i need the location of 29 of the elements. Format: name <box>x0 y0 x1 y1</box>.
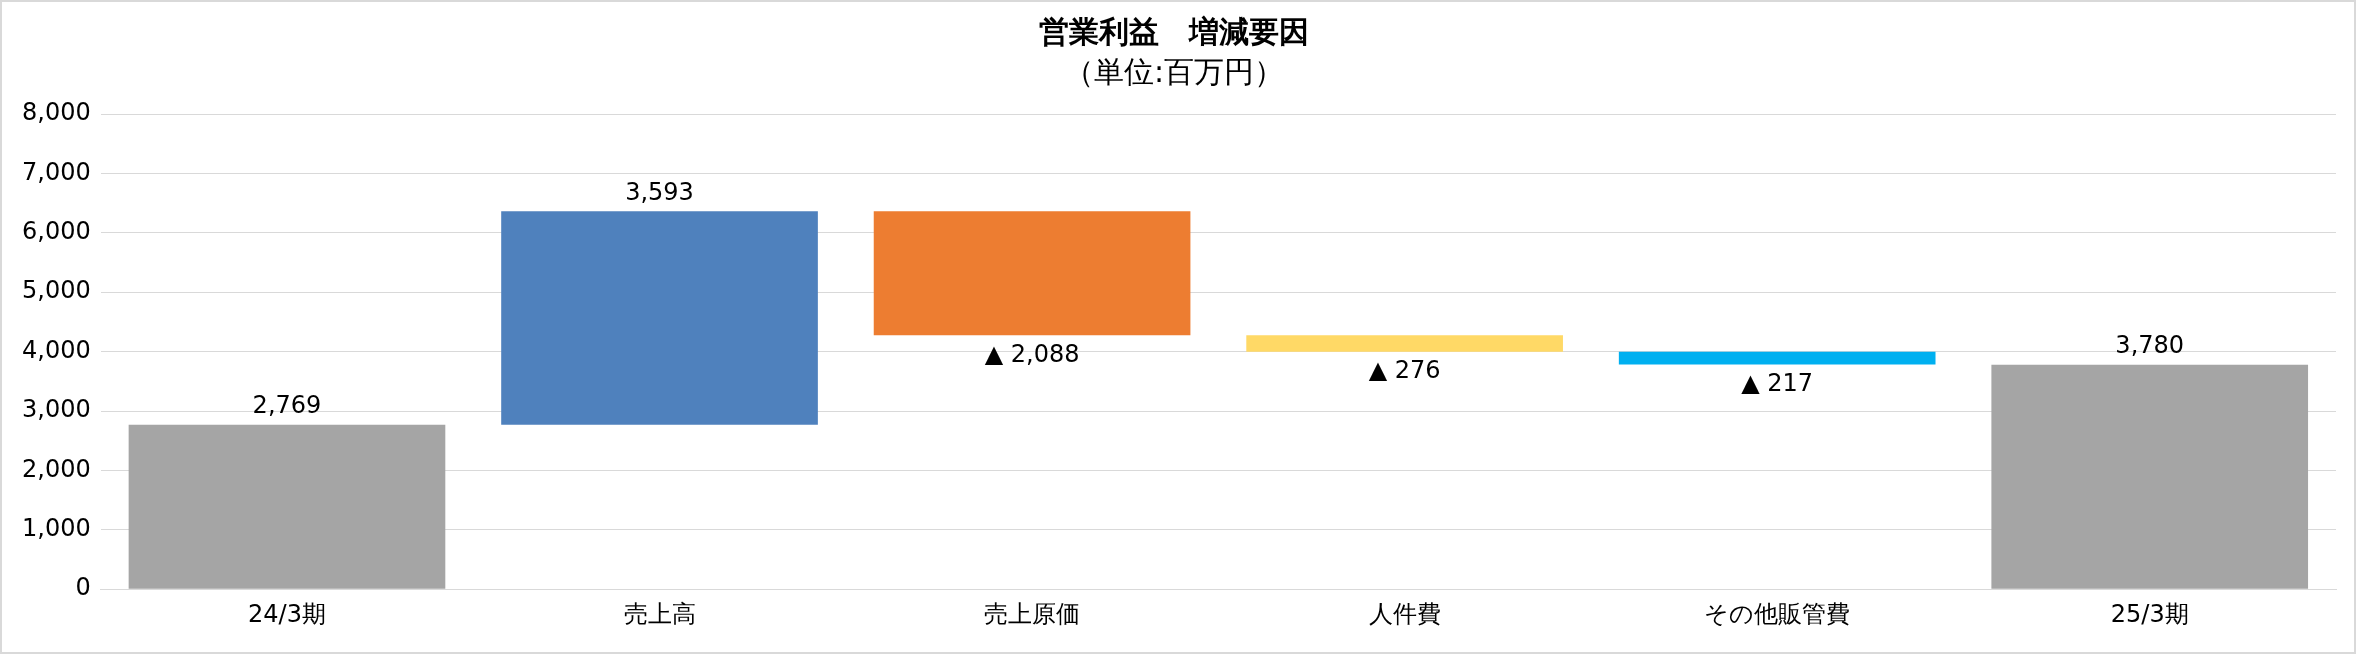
y-tick-label: 2,000 <box>21 454 91 483</box>
chart-subtitle: （単位:百万円） <box>1063 53 1285 89</box>
x-tick-label: 売上高 <box>623 599 696 628</box>
data-label: ▲ 217 <box>1741 368 1814 397</box>
x-tick-label: 25/3期 <box>2110 599 2189 628</box>
data-label: 3,780 <box>2115 330 2185 359</box>
bar <box>501 211 818 425</box>
data-label: ▲ 2,088 <box>984 339 1080 368</box>
y-tick-label: 6,000 <box>21 217 91 246</box>
data-label: 2,769 <box>252 390 322 419</box>
data-label: 3,593 <box>625 177 694 206</box>
y-tick-label: 7,000 <box>21 157 91 186</box>
data-label: ▲ 276 <box>1368 355 1441 384</box>
bar <box>873 211 1191 336</box>
y-tick-label: 3,000 <box>21 395 91 424</box>
x-tick-label: その他販管費 <box>1704 599 1851 628</box>
y-tick-label: 0 <box>75 573 91 602</box>
bar <box>1246 335 1563 352</box>
x-tick-label: 売上原価 <box>984 599 1081 628</box>
y-tick-label: 1,000 <box>21 514 91 543</box>
chart-title: 営業利益 増減要因 <box>1039 13 1309 49</box>
bar <box>128 424 446 589</box>
x-tick-label: 人件費 <box>1368 599 1441 628</box>
x-tick-label: 24/3期 <box>248 599 326 628</box>
y-tick-label: 5,000 <box>21 276 91 305</box>
bar <box>1991 364 2309 589</box>
bar <box>1618 351 1936 365</box>
y-tick-label: 8,000 <box>21 98 91 127</box>
y-tick-label: 4,000 <box>21 335 91 364</box>
